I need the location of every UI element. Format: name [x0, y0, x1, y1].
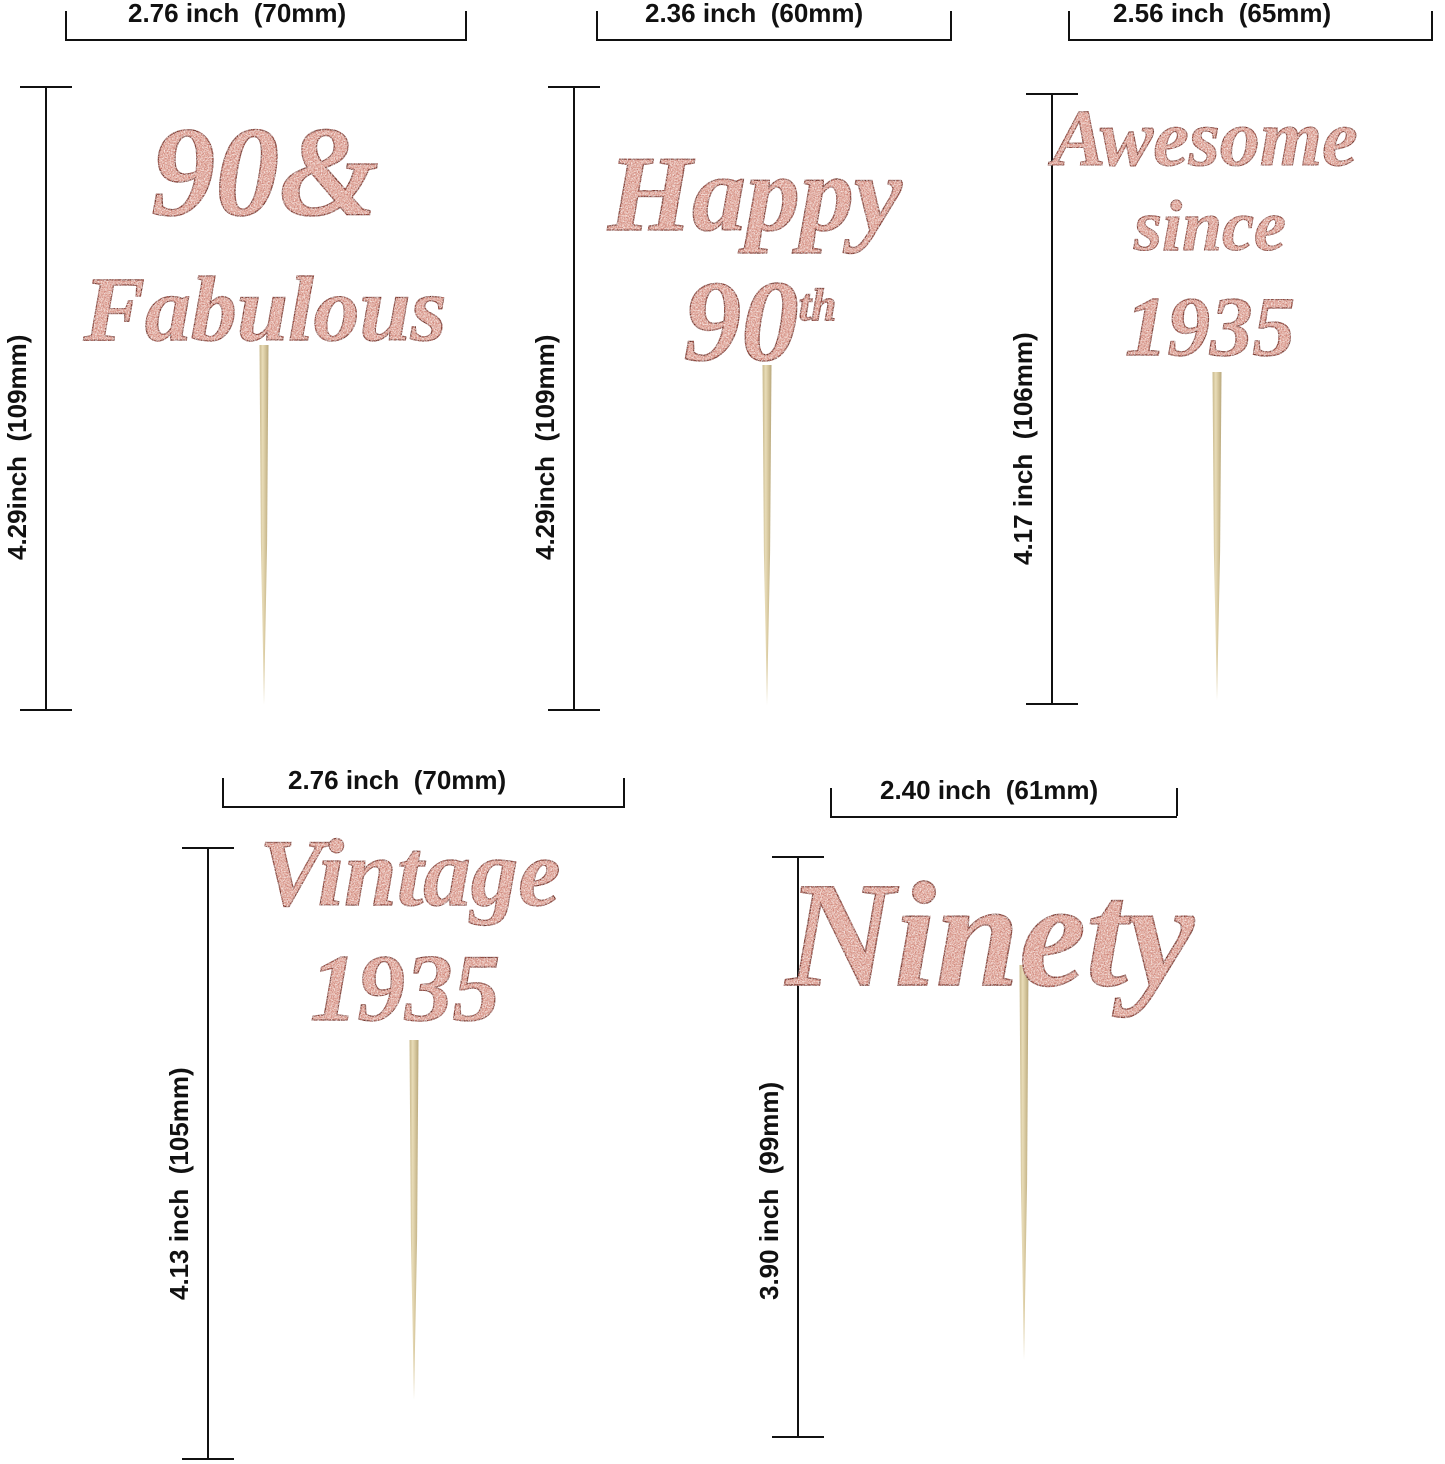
svg-text:Happy: Happy	[607, 135, 903, 254]
svg-text:since: since	[1133, 186, 1286, 266]
svg-text:90&: 90&	[151, 101, 379, 243]
svg-text:1935: 1935	[1125, 280, 1295, 374]
svg-text:90th: 90th	[684, 258, 837, 385]
svg-text:Awesome: Awesome	[1047, 95, 1357, 183]
svg-text:Vintage: Vintage	[260, 820, 561, 926]
svg-text:Ninety: Ninety	[784, 852, 1196, 1018]
svg-text:1935: 1935	[310, 935, 500, 1041]
svg-text:Fabulous: Fabulous	[82, 258, 446, 360]
